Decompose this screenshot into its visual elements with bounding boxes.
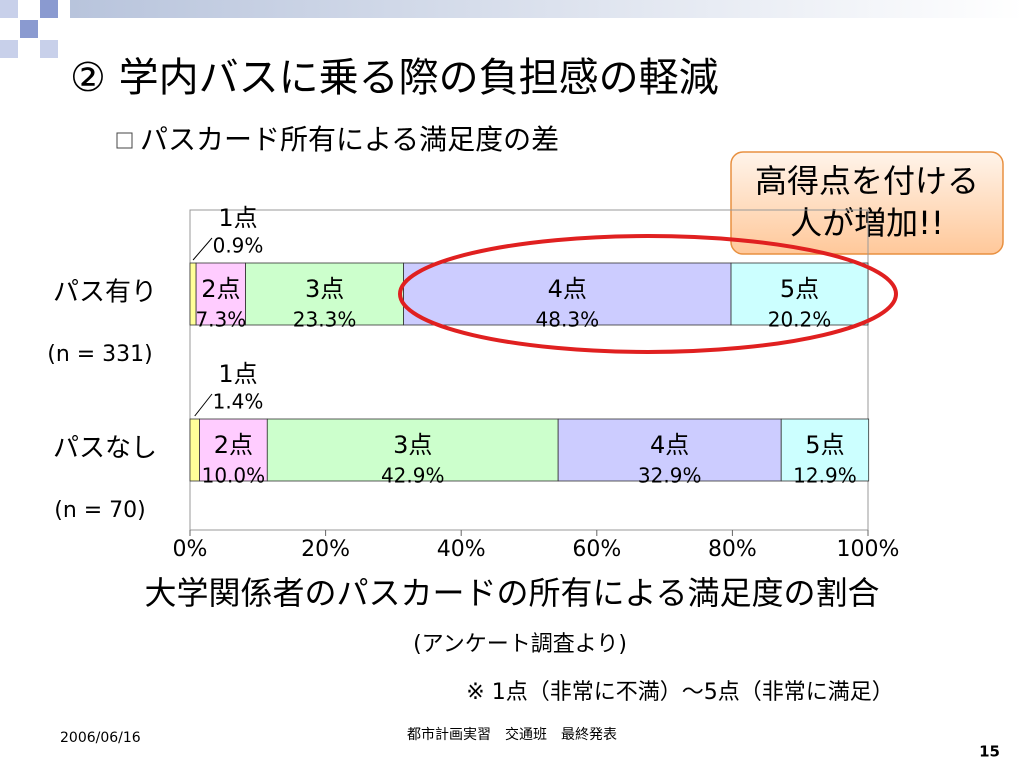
- value-label: 7.3%: [195, 308, 246, 332]
- value-label: 20.2%: [768, 308, 832, 332]
- leader-line: [194, 393, 213, 417]
- value-label: 32.9%: [638, 464, 702, 488]
- series-label: 1点: [218, 204, 257, 232]
- series-label: 5点: [780, 275, 819, 303]
- series-label: 2点: [214, 431, 253, 459]
- slide-title: ② 学内バスに乗る際の負担感の軽減: [70, 55, 719, 101]
- note: ※ 1点（非常に不満）～5点（非常に満足）: [466, 680, 893, 705]
- series-label: 4点: [548, 275, 587, 303]
- corner-decor: [0, 0, 58, 58]
- series-label: 4点: [650, 431, 689, 459]
- value-label: 10.0%: [202, 464, 266, 488]
- series-label: 2点: [201, 275, 240, 303]
- bar-segment: [780, 418, 870, 482]
- x-tick-label: 0%: [173, 537, 208, 562]
- bullet: [116, 132, 133, 149]
- bar-segment: [195, 262, 246, 326]
- x-tick-label: 80%: [708, 537, 757, 562]
- x-tick-label: 40%: [437, 537, 486, 562]
- chart-title: 大学関係者のパスカードの所有による満足度の割合: [144, 574, 879, 612]
- footer-center: 都市計画実習 交通班 最終発表: [407, 726, 617, 743]
- x-tick-label: 100%: [837, 537, 900, 562]
- value-label: 48.3%: [536, 308, 600, 332]
- bar-segment: [403, 262, 732, 326]
- bar-segment: [557, 418, 782, 482]
- bar-segment: [189, 418, 200, 482]
- leader-line: [192, 237, 213, 261]
- x-tick-label: 60%: [572, 537, 621, 562]
- top-bar: [70, 0, 1024, 18]
- x-tick-label: 20%: [301, 537, 350, 562]
- value-label: 12.9%: [793, 464, 857, 488]
- value-label: 1.4%: [213, 390, 264, 414]
- bar-segment: [245, 262, 404, 326]
- plot-area: [189, 209, 869, 531]
- page-number: 15: [979, 743, 1000, 761]
- value-label: 42.9%: [381, 464, 445, 488]
- callout-text: 高得点を付ける: [755, 162, 979, 200]
- callout-box: [730, 151, 1004, 255]
- series-label: 3点: [393, 431, 432, 459]
- series-label: 1点: [218, 360, 257, 388]
- category-label: パス有り: [53, 278, 157, 308]
- bar-segment: [730, 262, 869, 326]
- bar-segment: [199, 418, 268, 482]
- value-label: 23.3%: [293, 308, 357, 332]
- highlight-ellipse: [398, 234, 898, 354]
- series-label: 5点: [805, 431, 844, 459]
- series-label: 3点: [305, 275, 344, 303]
- category-note: (n = 70): [54, 498, 146, 523]
- category-label: パスなし: [53, 434, 157, 464]
- subtitle: パスカード所有による満足度の差: [140, 123, 559, 156]
- category-note: (n = 331): [47, 342, 153, 367]
- footer-date: 2006/06/16: [60, 730, 141, 746]
- source: (アンケート調査より): [413, 632, 627, 657]
- value-label: 0.9%: [213, 234, 264, 258]
